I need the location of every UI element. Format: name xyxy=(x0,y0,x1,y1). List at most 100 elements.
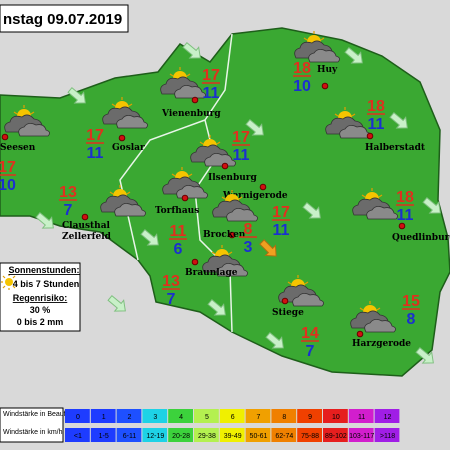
cloud-front xyxy=(114,203,146,217)
kmh-cell xyxy=(168,428,193,442)
temp-max: 17 xyxy=(86,127,104,144)
temp-min: 11 xyxy=(233,147,250,164)
town-dot xyxy=(1,133,9,141)
wind-arrow xyxy=(422,196,441,214)
sun-rays xyxy=(199,135,221,145)
town-name: Torfhaus xyxy=(155,206,199,216)
cloud-front xyxy=(226,208,258,222)
temp-max: 17 xyxy=(202,67,220,84)
beaufort-cell xyxy=(116,409,142,423)
town-name: Huy xyxy=(317,65,338,75)
kmh-cell xyxy=(271,428,297,442)
beaufort-cell xyxy=(271,409,297,423)
wind-arrow xyxy=(182,41,201,59)
town-dot xyxy=(398,222,406,230)
weather-icon xyxy=(202,245,248,277)
cloud-front xyxy=(216,263,248,277)
kmh-value: 12-19 xyxy=(146,433,164,440)
town-dot xyxy=(321,82,329,90)
temp-min: 7 xyxy=(306,343,315,360)
kmh-value: 103-117 xyxy=(349,433,374,440)
temp-max: 13 xyxy=(162,273,180,290)
rain-percent: 30 % xyxy=(30,305,51,315)
beaufort-value: 11 xyxy=(358,414,365,421)
town-dot xyxy=(81,213,89,221)
kmh-cell xyxy=(90,428,116,442)
beaufort-value: 12 xyxy=(384,414,392,421)
temp-max: 18 xyxy=(367,98,385,115)
wind-arrow xyxy=(207,298,226,316)
sun-rays xyxy=(334,107,356,117)
kmh-value: 89-102 xyxy=(325,433,347,440)
beaufort-value: 9 xyxy=(308,414,312,421)
kmh-value: 62-74 xyxy=(275,433,293,440)
weather-icon xyxy=(352,188,398,220)
temp-max: 18 xyxy=(293,60,311,77)
wind-arrow-strong xyxy=(259,239,277,257)
temp-min: 8 xyxy=(407,311,416,328)
scale-label-box xyxy=(0,407,64,443)
beaufort-cell xyxy=(142,409,168,423)
title: nstag 09.07.2019 xyxy=(3,11,122,28)
kmh-value: 50-61 xyxy=(250,433,268,440)
weather-icon xyxy=(325,107,371,139)
town-name: Harzgerode xyxy=(352,339,411,349)
town-dot xyxy=(118,134,126,142)
temp-min: 6 xyxy=(174,241,183,258)
cloud-front xyxy=(292,293,324,307)
beaufort-cell xyxy=(323,409,348,423)
beaufort-value: 5 xyxy=(205,414,209,421)
town-dot xyxy=(191,96,199,104)
wind-arrow xyxy=(415,346,434,364)
town-name: Goslar xyxy=(112,143,145,153)
town-name: Ilsenburg xyxy=(208,173,258,183)
beaufort-cell xyxy=(348,409,374,423)
weather-icon xyxy=(100,185,146,217)
beaufort-cell xyxy=(65,409,90,423)
weather-icon xyxy=(278,275,324,307)
kmh-label: Windstärke in km/h xyxy=(3,429,63,436)
town-dot xyxy=(356,330,364,338)
cloud-front xyxy=(364,319,396,333)
cloud-front xyxy=(366,206,398,220)
weather-icon xyxy=(212,190,258,222)
towns: Seesen1710Goslar1711Vienenburg1711Huy181… xyxy=(0,31,450,360)
beaufort-cell xyxy=(245,409,271,423)
beaufort-label: Windstärke in Beaufort xyxy=(3,411,74,418)
temp-max: 15 xyxy=(402,293,420,310)
sun-icon xyxy=(1,274,17,290)
cloud-front xyxy=(308,49,340,63)
beaufort-cell xyxy=(90,409,116,423)
cloud-front xyxy=(174,85,206,99)
info-box xyxy=(0,262,81,332)
kmh-value: 75-88 xyxy=(301,433,319,440)
kmh-cell xyxy=(323,428,348,442)
beaufort-value: 3 xyxy=(153,414,157,421)
sun-label: Sonnenstunden: xyxy=(9,265,80,275)
kmh-cell xyxy=(194,428,219,442)
kmh-value: <1 xyxy=(74,433,82,440)
temp-min: 7 xyxy=(167,291,176,308)
kmh-cell xyxy=(297,428,322,442)
wind-arrow xyxy=(302,201,321,219)
weather-icon xyxy=(350,301,396,333)
kmh-cell xyxy=(65,428,90,442)
beaufort-value: 0 xyxy=(76,414,80,421)
sun-rays xyxy=(303,31,325,41)
kmh-value: 29-38 xyxy=(198,433,216,440)
wind-arrow xyxy=(140,228,159,246)
beaufort-cell xyxy=(374,409,400,423)
beaufort-value: 4 xyxy=(179,414,183,421)
temp-max: 17 xyxy=(0,159,16,176)
temp-max: 17 xyxy=(232,129,250,146)
town-name: Wernigerode xyxy=(222,191,288,201)
kmh-cell xyxy=(348,428,374,442)
town-name-line2: Zellerfeld xyxy=(62,232,112,242)
weather-icon xyxy=(102,97,148,129)
temp-min: 11 xyxy=(397,207,414,224)
wind-scale: 0 <1 1 1-5 2 6-11 3 12-19 4 20-28 5 29-38 6 39-49 7 50-… xyxy=(65,409,400,442)
kmh-cell xyxy=(116,428,142,442)
weather-icon xyxy=(190,135,236,167)
wind-arrow xyxy=(107,294,126,312)
